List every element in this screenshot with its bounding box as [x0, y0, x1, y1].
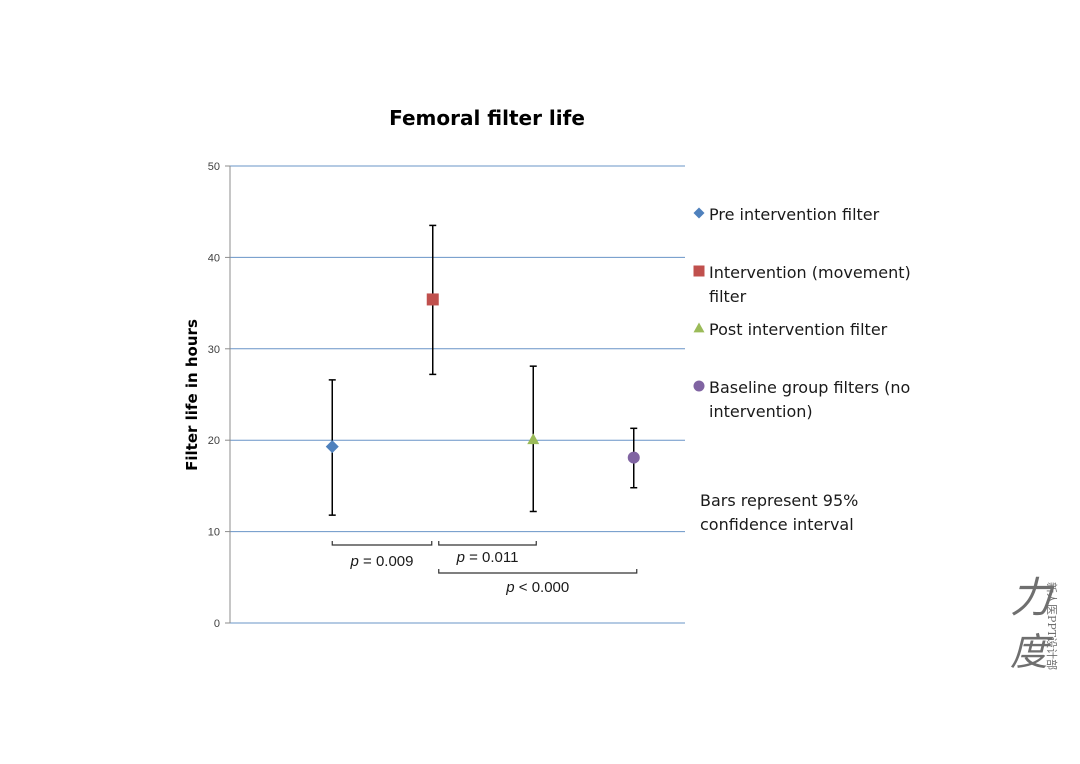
ci-note-line-2: confidence interval [700, 515, 854, 534]
p-value-text: = 0.009 [359, 553, 414, 570]
gridlines [225, 165, 685, 624]
bracket-2 [438, 541, 537, 546]
legend-label-4-line-1: Baseline group filters (no [709, 378, 910, 397]
error-bars [328, 224, 638, 516]
y-tick-label-10: 10 [208, 527, 220, 539]
p-value-text: = 0.011 [465, 549, 519, 566]
legend-label-2-line-2: filter [709, 287, 747, 306]
watermark-glyph-top: 力 [1010, 573, 1055, 622]
data-point-1 [325, 440, 339, 454]
legend-label-3-line-1: Post intervention filter [709, 320, 888, 339]
legend-marker-2 [693, 265, 705, 277]
watermark-glyph-bottom: 度 [1010, 630, 1054, 674]
legend-marker-3 [693, 322, 705, 333]
bracket-3 [438, 569, 638, 574]
legend-label-4-line-2: intervention) [709, 402, 813, 421]
bracket-1 [331, 541, 433, 546]
data-point-4 [627, 451, 640, 464]
y-tick-label-50: 50 [208, 161, 220, 173]
p-symbol: p [350, 553, 359, 570]
p-symbol: p [456, 549, 465, 566]
legend-label-2-line-1: Intervention (movement) [709, 263, 911, 282]
legend-label-1-line-1: Pre intervention filter [709, 205, 880, 224]
data-point-3 [527, 433, 540, 445]
p-value-label-1: p = 0.009 [350, 553, 414, 570]
chart-title: Femoral filter life [389, 106, 585, 130]
legend-marker-1 [693, 207, 705, 219]
y-tick-label-30: 30 [208, 344, 220, 356]
p-value-text: < 0.000 [515, 579, 570, 596]
ci-note-line-1: Bars represent 95% [700, 491, 858, 510]
y-tick-label-40: 40 [208, 252, 220, 264]
p-value-label-2: p = 0.011 [456, 549, 519, 566]
y-tick-label-20: 20 [208, 435, 220, 447]
y-axis-label: Filter life in hours [183, 319, 201, 471]
watermark-side-text: 新人医PPT设计部 [1045, 582, 1059, 670]
legend: Pre intervention filter Intervention (mov… [693, 205, 911, 421]
p-symbol: p [505, 579, 514, 596]
y-tick-label-0: 0 [214, 618, 220, 630]
data-point-2 [426, 293, 439, 306]
data-markers [325, 293, 640, 464]
legend-marker-4 [693, 380, 705, 392]
ci-note: Bars represent 95% confidence interval [700, 491, 858, 534]
y-tick-labels: 0 10 20 30 40 50 [208, 161, 220, 630]
p-value-label-3: p < 0.000 [505, 579, 569, 596]
watermark: 力 度 新人医PPT设计部 [1010, 573, 1059, 674]
